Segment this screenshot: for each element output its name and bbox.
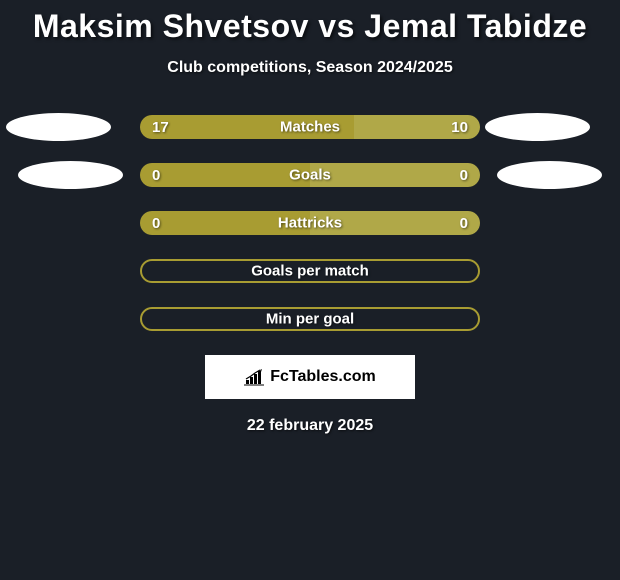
ellipse-placeholder: [15, 257, 120, 285]
player-ellipse-right: [485, 113, 590, 141]
stat-bar-right: 0: [310, 163, 480, 187]
stat-bar-empty: Goals per match: [140, 259, 480, 283]
player-ellipse-left: [18, 161, 123, 189]
stat-bar: 0 0 Hattricks: [140, 211, 480, 235]
stat-label: Hattricks: [278, 215, 342, 232]
stat-bar: 0 0 Goals: [140, 163, 480, 187]
player-ellipse-left: [6, 113, 111, 141]
stat-label: Goals: [289, 167, 331, 184]
stat-row: 0 0 Goals: [0, 163, 620, 187]
ellipse-placeholder: [500, 305, 605, 333]
stat-value-right: 10: [451, 119, 468, 136]
stat-value-left: 17: [152, 119, 169, 136]
stat-row: 17 10 Matches: [0, 115, 620, 139]
stat-row: Goals per match: [0, 259, 620, 283]
comparison-subtitle: Club competitions, Season 2024/2025: [0, 59, 620, 77]
stat-value-right: 0: [460, 215, 468, 232]
comparison-title: Maksim Shvetsov vs Jemal Tabidze: [0, 0, 620, 45]
chart-icon: [244, 368, 266, 386]
stat-bar-right: 10: [354, 115, 480, 139]
stats-container: 17 10 Matches 0 0 Goals 0 0 Hattricks Goals per m…: [0, 115, 620, 331]
stat-label: Min per goal: [266, 311, 354, 328]
ellipse-placeholder: [500, 257, 605, 285]
stat-bar-empty: Min per goal: [140, 307, 480, 331]
player-ellipse-right: [497, 161, 602, 189]
ellipse-placeholder: [15, 305, 120, 333]
date-text: 22 february 2025: [0, 417, 620, 435]
stat-value-right: 0: [460, 167, 468, 184]
ellipse-placeholder: [15, 209, 120, 237]
logo-text: FcTables.com: [270, 368, 376, 386]
stat-value-left: 0: [152, 167, 160, 184]
ellipse-placeholder: [500, 209, 605, 237]
logo-box: FcTables.com: [205, 355, 415, 399]
stat-row: Min per goal: [0, 307, 620, 331]
logo-content: FcTables.com: [244, 368, 376, 386]
stat-label: Matches: [280, 119, 340, 136]
stat-bar: 17 10 Matches: [140, 115, 480, 139]
stat-bar-left: 0: [140, 163, 310, 187]
stat-label: Goals per match: [251, 263, 369, 280]
stat-row: 0 0 Hattricks: [0, 211, 620, 235]
stat-value-left: 0: [152, 215, 160, 232]
